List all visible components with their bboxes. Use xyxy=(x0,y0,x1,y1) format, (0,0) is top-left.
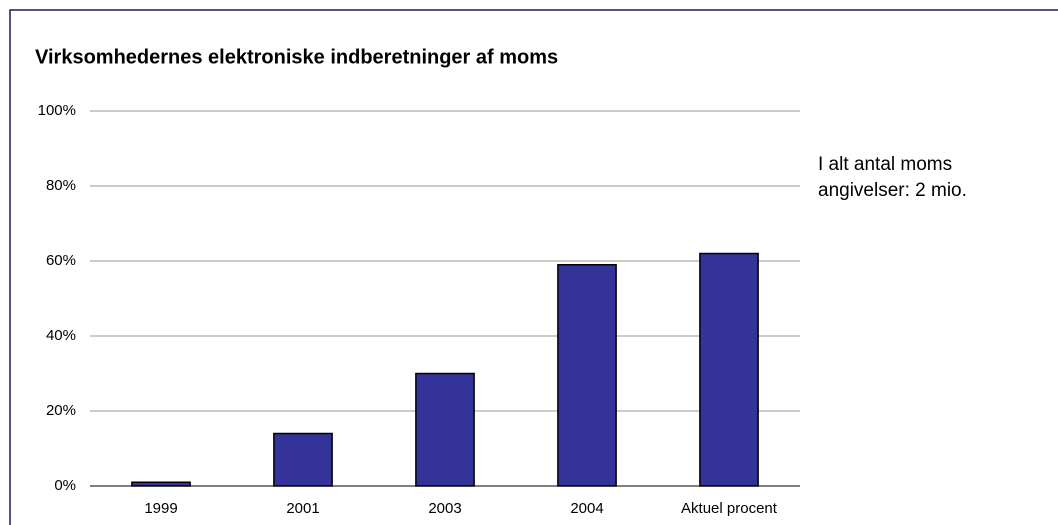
frame xyxy=(9,9,1058,525)
bar xyxy=(699,252,759,487)
y-tick-label: 40% xyxy=(46,327,76,344)
x-tick-label: 2003 xyxy=(428,500,461,517)
chart-title: Virksomhedernes elektroniske indberetnin… xyxy=(35,46,558,68)
bar xyxy=(415,372,475,487)
bar xyxy=(273,432,333,487)
bar xyxy=(131,481,191,487)
x-tick-label: 1999 xyxy=(144,500,177,517)
x-tick-label: Aktuel procent xyxy=(681,500,778,517)
annotation: I alt antal moms xyxy=(818,154,952,175)
x-tick-label: 2004 xyxy=(570,500,603,517)
y-tick-label: 0% xyxy=(54,477,76,494)
y-tick-label: 20% xyxy=(46,402,76,419)
y-tick-label: 60% xyxy=(46,252,76,269)
y-tick-label: 80% xyxy=(46,177,76,194)
y-tick-label: 100% xyxy=(38,102,76,119)
annotation: angivelser: 2 mio. xyxy=(818,180,967,201)
x-tick-label: 2001 xyxy=(286,500,319,517)
bar xyxy=(557,264,617,487)
